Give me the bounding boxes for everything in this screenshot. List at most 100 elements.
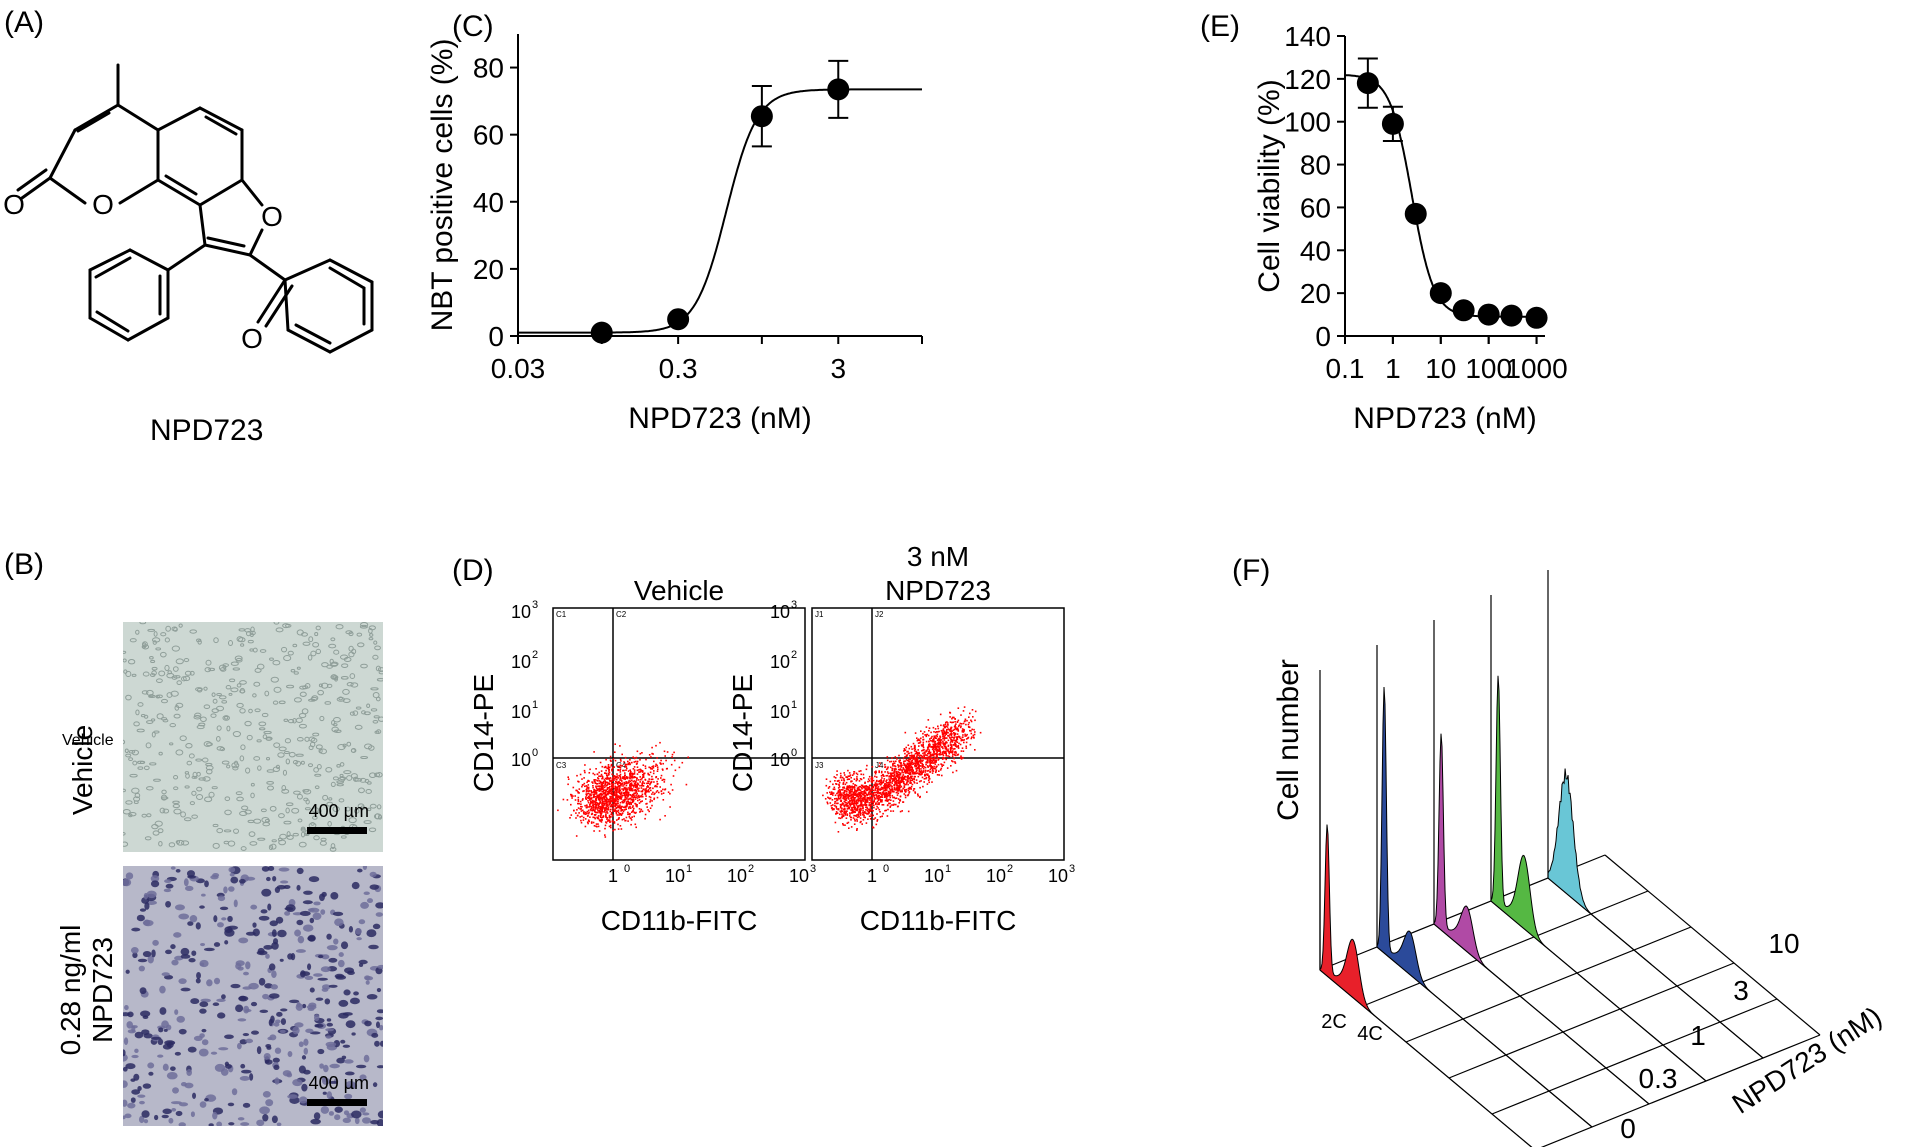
stained-cell xyxy=(320,966,331,973)
event xyxy=(873,799,875,801)
event xyxy=(938,745,940,748)
event xyxy=(865,785,868,787)
event xyxy=(891,772,894,774)
event xyxy=(604,834,606,836)
panel-b: (B) Vehicle Vehicle 0.28 ng/ml NPD723 40… xyxy=(0,540,400,1147)
event xyxy=(599,801,601,803)
cell xyxy=(216,827,224,834)
event xyxy=(865,809,867,811)
event xyxy=(914,752,917,755)
event xyxy=(623,791,626,794)
event xyxy=(903,770,906,773)
event xyxy=(919,758,922,761)
event xyxy=(971,736,973,738)
event xyxy=(601,786,603,789)
event xyxy=(962,736,964,738)
event xyxy=(644,788,646,791)
event xyxy=(620,828,623,830)
stained-cell xyxy=(227,925,239,930)
stained-cell xyxy=(309,917,315,924)
stained-cell xyxy=(375,912,383,917)
cell xyxy=(156,694,163,699)
event xyxy=(641,790,644,793)
event xyxy=(932,762,935,764)
cell xyxy=(250,792,255,799)
event xyxy=(636,797,639,799)
event xyxy=(641,795,644,798)
event xyxy=(845,781,848,784)
stained-cell xyxy=(351,1032,356,1036)
event xyxy=(903,760,905,763)
event xyxy=(834,821,837,824)
event xyxy=(593,790,595,793)
event xyxy=(597,809,599,812)
event xyxy=(628,807,630,810)
event xyxy=(627,802,630,805)
cell xyxy=(123,658,127,663)
x-tick-label: 10 xyxy=(789,866,809,886)
y-tick-label: 10 xyxy=(511,602,531,622)
event xyxy=(613,766,615,768)
event xyxy=(628,789,631,791)
event xyxy=(603,786,606,789)
event xyxy=(898,761,901,764)
event xyxy=(938,770,940,772)
event xyxy=(652,766,655,769)
event xyxy=(933,751,935,754)
event xyxy=(937,725,939,728)
stained-cell xyxy=(235,1004,244,1013)
event xyxy=(951,744,953,746)
event xyxy=(600,811,602,814)
event xyxy=(602,792,605,794)
event xyxy=(925,735,928,738)
event xyxy=(630,786,632,788)
stained-cell xyxy=(375,1016,383,1021)
event xyxy=(840,793,843,795)
event xyxy=(940,742,942,744)
event xyxy=(890,772,892,775)
cell xyxy=(272,660,281,666)
event xyxy=(850,780,852,782)
event xyxy=(825,778,828,780)
event xyxy=(918,769,921,771)
event xyxy=(607,782,610,785)
event xyxy=(894,783,896,786)
cell xyxy=(270,843,277,850)
event xyxy=(644,789,646,792)
event xyxy=(612,829,614,832)
event xyxy=(898,781,900,784)
event xyxy=(601,798,604,801)
stained-cell xyxy=(180,947,190,956)
event xyxy=(843,805,846,808)
event xyxy=(956,738,958,741)
event xyxy=(595,804,598,807)
event xyxy=(890,784,892,787)
event xyxy=(914,748,917,751)
compound-name: NPD723 xyxy=(150,414,264,447)
event xyxy=(588,772,591,774)
event xyxy=(923,755,926,758)
event xyxy=(616,797,618,800)
event xyxy=(866,796,868,799)
stained-cell xyxy=(150,875,160,883)
stained-cell xyxy=(296,867,304,875)
event xyxy=(940,746,943,748)
event xyxy=(617,765,619,768)
event xyxy=(858,808,861,811)
event xyxy=(899,800,901,802)
event xyxy=(631,772,633,775)
event xyxy=(638,771,640,773)
event xyxy=(624,782,626,785)
event xyxy=(856,816,859,818)
event xyxy=(586,793,588,795)
stained-cell xyxy=(190,998,200,1005)
event xyxy=(876,801,879,803)
event xyxy=(881,804,884,806)
event xyxy=(880,801,882,803)
stained-cell xyxy=(168,1117,174,1124)
event xyxy=(882,773,884,776)
event xyxy=(620,797,622,800)
event xyxy=(630,776,633,778)
cell xyxy=(143,765,150,771)
event xyxy=(636,777,638,779)
